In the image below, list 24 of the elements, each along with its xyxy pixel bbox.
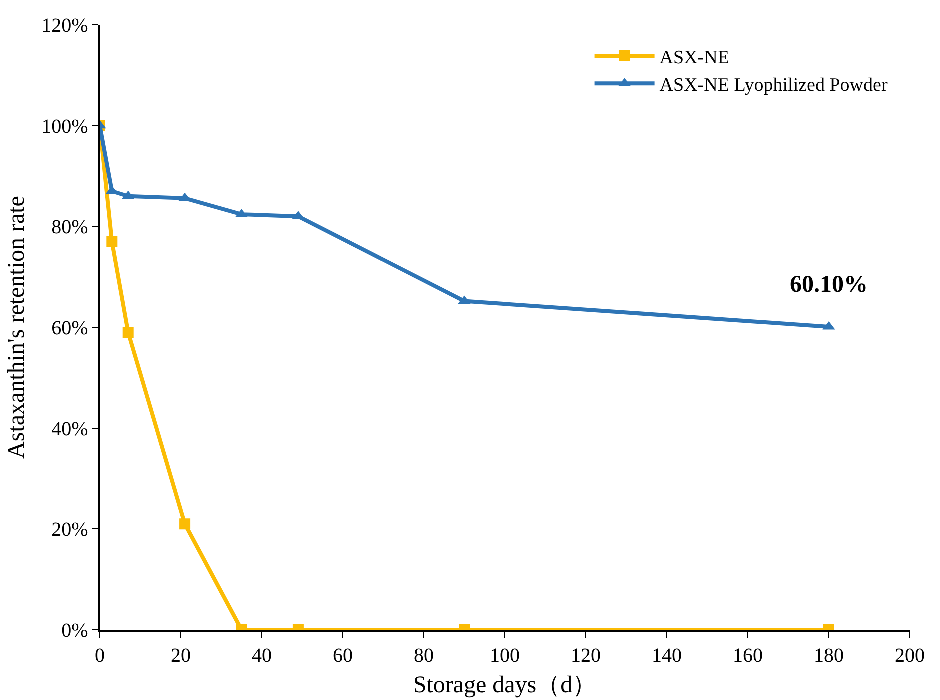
x-tick-label: 160 — [733, 644, 763, 667]
y-tick-label: 120% — [42, 15, 88, 37]
x-tick-label: 140 — [652, 644, 682, 667]
x-tick-label: 20 — [171, 644, 191, 667]
y-tick-label: 40% — [52, 418, 88, 440]
x-axis-title: Storage days（d） — [413, 672, 597, 699]
y-tick-label: 100% — [42, 116, 88, 138]
legend-label: ASX-NE — [660, 47, 730, 68]
x-tick-label: 0 — [95, 644, 105, 667]
legend-label: ASX-NE Lyophilized Powder — [660, 75, 888, 96]
y-tick-label: 60% — [52, 318, 88, 340]
x-tick-label: 180 — [814, 644, 844, 667]
x-tick-label: 200 — [895, 644, 925, 667]
x-tick-label: 80 — [414, 644, 434, 667]
x-tick-label: 120 — [571, 644, 601, 667]
y-tick-label: 20% — [52, 519, 88, 542]
y-tick-label: 0% — [62, 620, 88, 642]
y-tick-label: 80% — [52, 216, 88, 239]
y-axis-title: Astaxanthin's retention rate — [4, 196, 30, 459]
x-tick-label: 60 — [333, 644, 353, 667]
point — [106, 236, 118, 248]
annotation: 60.10% — [790, 272, 868, 298]
x-tick-label: 40 — [252, 644, 272, 667]
x-tick-label: 100 — [490, 644, 520, 667]
